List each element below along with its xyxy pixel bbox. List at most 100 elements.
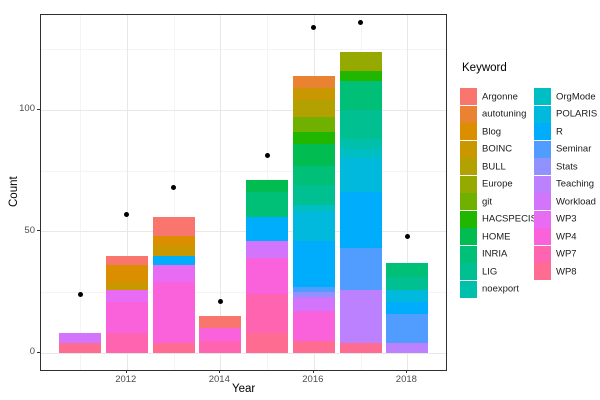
legend-item-INRIA: INRIA xyxy=(460,245,532,263)
bar-segment-LIG xyxy=(292,185,335,205)
legend-swatch xyxy=(534,210,551,228)
legend-label: Workload xyxy=(556,196,596,207)
legend-label: OrgMode xyxy=(556,91,596,102)
y-axis-title: Count xyxy=(8,176,20,207)
x-major-gridline xyxy=(220,15,222,370)
legend-swatch xyxy=(460,158,477,175)
data-point xyxy=(77,291,83,297)
bar-segment-Workload xyxy=(292,296,335,312)
legend-label: Stats xyxy=(556,161,578,172)
bar-segment-R xyxy=(246,216,289,241)
bar-segment-OrgMode xyxy=(292,204,335,212)
legend-item-Europe: Europe xyxy=(460,175,532,193)
legend-item-WP3: WP3 xyxy=(534,210,600,228)
bar-segment-Europe xyxy=(339,51,382,71)
bar-segment-WP4 xyxy=(246,257,289,295)
bar-segment-HACSPECIS xyxy=(292,131,335,144)
legend-item-R: R xyxy=(534,123,600,140)
legend-label: WP4 xyxy=(556,231,577,242)
y-tick-mark xyxy=(37,108,40,110)
bar-segment-LIG xyxy=(339,109,382,139)
legend-item-Argonne: Argonne xyxy=(460,88,532,105)
bar-segment-WP8 xyxy=(152,342,195,353)
data-point xyxy=(311,24,317,30)
legend-label: LIG xyxy=(482,266,498,277)
bar-segment-INRIA xyxy=(292,165,335,186)
bar-segment-WP3 xyxy=(152,265,195,283)
legend-swatch xyxy=(534,193,551,210)
legend-swatch xyxy=(460,210,477,228)
bar-segment-Teaching xyxy=(386,342,429,353)
legend-label: autotuning xyxy=(482,108,527,120)
bar-segment-noexport xyxy=(339,139,382,149)
legend-label: Europe xyxy=(482,178,513,190)
bar-segment-WP8 xyxy=(59,342,101,353)
bar-segment-Workload xyxy=(59,333,101,343)
bar-segment-WP4 xyxy=(292,311,335,341)
legend-item-WP4: WP4 xyxy=(534,228,600,245)
bar-segment-INRIA xyxy=(339,80,382,110)
bar-segment-BOINC xyxy=(152,245,195,256)
bar-segment-WP4 xyxy=(199,328,242,341)
legend-swatch xyxy=(460,105,477,123)
y-minor-gridline xyxy=(41,49,446,51)
legend-swatch xyxy=(534,245,551,263)
legend-label: HACSPECIS xyxy=(482,213,537,225)
legend-label: WP7 xyxy=(556,248,577,260)
bar-segment-Seminar xyxy=(386,313,429,343)
bar-segment-Stats xyxy=(292,291,335,297)
bar-segment-WP7 xyxy=(246,294,289,334)
bar-segment-WP4 xyxy=(105,301,148,334)
bar-segment-BULL xyxy=(292,100,335,118)
y-major-gridline xyxy=(41,352,446,354)
bar-segment-Workload xyxy=(246,240,289,258)
legend-label: WP8 xyxy=(556,266,577,277)
bar-segment-BOINC xyxy=(105,282,148,290)
bar-segment-INRIA xyxy=(246,192,289,217)
y-tick-mark xyxy=(37,351,40,353)
bar-segment-Argonne xyxy=(199,316,242,329)
y-tick-label: 100 xyxy=(19,103,35,115)
data-point xyxy=(217,299,223,305)
y-tick-mark xyxy=(37,230,40,232)
y-tick-label: 50 xyxy=(24,224,35,236)
legend-swatch xyxy=(534,175,551,193)
legend-item-HOME: HOME xyxy=(460,228,532,245)
y-major-gridline xyxy=(41,109,446,111)
bar-segment-WP8 xyxy=(292,340,335,353)
x-tick-mark xyxy=(219,370,221,373)
x-minor-gridline xyxy=(80,15,81,370)
legend-item-Blog: Blog xyxy=(460,123,532,140)
data-point xyxy=(124,211,130,217)
legend-item-WP7: WP7 xyxy=(534,245,600,263)
legend-swatch xyxy=(534,88,551,105)
x-major-gridline xyxy=(126,15,128,370)
x-tick-mark xyxy=(312,370,314,373)
legend-label: HOME xyxy=(482,231,511,242)
x-axis-title: Year xyxy=(232,383,256,395)
data-point xyxy=(264,153,270,159)
bar-segment-POLARIS xyxy=(292,211,335,241)
legend-swatch xyxy=(460,193,477,210)
legend-item-noexport: noexport xyxy=(460,280,532,298)
legend-item-OrgMode: OrgMode xyxy=(534,88,600,105)
legend-label: noexport xyxy=(482,283,519,295)
legend-swatch xyxy=(534,123,551,140)
legend-label: BULL xyxy=(482,161,506,172)
legend-item-Stats: Stats xyxy=(534,158,600,175)
legend-title: Keyword xyxy=(462,62,507,74)
legend-swatch xyxy=(460,263,477,280)
legend-label: BOINC xyxy=(482,143,513,155)
y-major-gridline xyxy=(41,231,446,233)
legend-swatch xyxy=(460,245,477,263)
bar-segment-R xyxy=(339,192,382,249)
bar-segment-Argonne xyxy=(105,255,148,266)
bar-segment-R xyxy=(386,301,429,314)
bar-segment-WP8 xyxy=(246,333,289,353)
legend-swatch xyxy=(534,140,551,158)
legend-item-BOINC: BOINC xyxy=(460,140,532,158)
bar-segment-Argonne xyxy=(152,216,195,237)
legend-item-LIG: LIG xyxy=(460,263,532,280)
bar-segment-WP7 xyxy=(199,340,242,353)
